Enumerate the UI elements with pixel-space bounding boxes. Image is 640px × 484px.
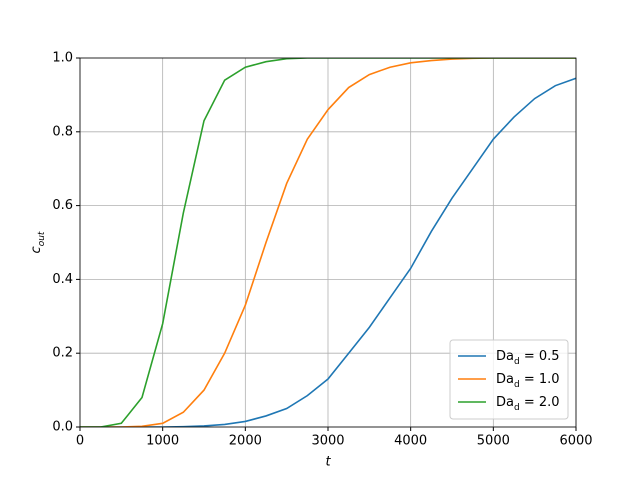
plot-frame xyxy=(79,57,577,428)
x-tick-label: 6000 xyxy=(559,434,592,449)
x-tick-label: 4000 xyxy=(394,434,427,449)
series-line xyxy=(80,58,576,427)
y-tick-label: 0.2 xyxy=(52,346,73,361)
x-tick-label: 0 xyxy=(76,434,84,449)
y-tick-label: 0.4 xyxy=(52,272,73,287)
x-tick-label: 5000 xyxy=(477,434,510,449)
y-tick-label: 0.0 xyxy=(52,420,73,435)
y-tick-label: 1.0 xyxy=(52,51,73,66)
legend-label: Dad = 2.0 xyxy=(496,395,560,413)
legend-label: Dad = 1.0 xyxy=(496,372,560,390)
series-line xyxy=(80,77,576,427)
x-axis-label: t xyxy=(325,455,331,470)
y-tick-label: 0.8 xyxy=(52,124,73,139)
x-tick-label: 3000 xyxy=(311,434,344,449)
y-tick-label: 0.6 xyxy=(52,198,73,213)
legend: Dad = 0.5 Dad = 1.0 Dad = 2.0 xyxy=(449,339,569,420)
legend-box xyxy=(449,339,569,420)
x-tick-label: 2000 xyxy=(229,434,262,449)
legend-label: Dad = 0.5 xyxy=(496,349,560,367)
series-line xyxy=(80,58,576,427)
y-axis-label: cout xyxy=(29,231,47,253)
x-tick-label: 1000 xyxy=(146,434,179,449)
